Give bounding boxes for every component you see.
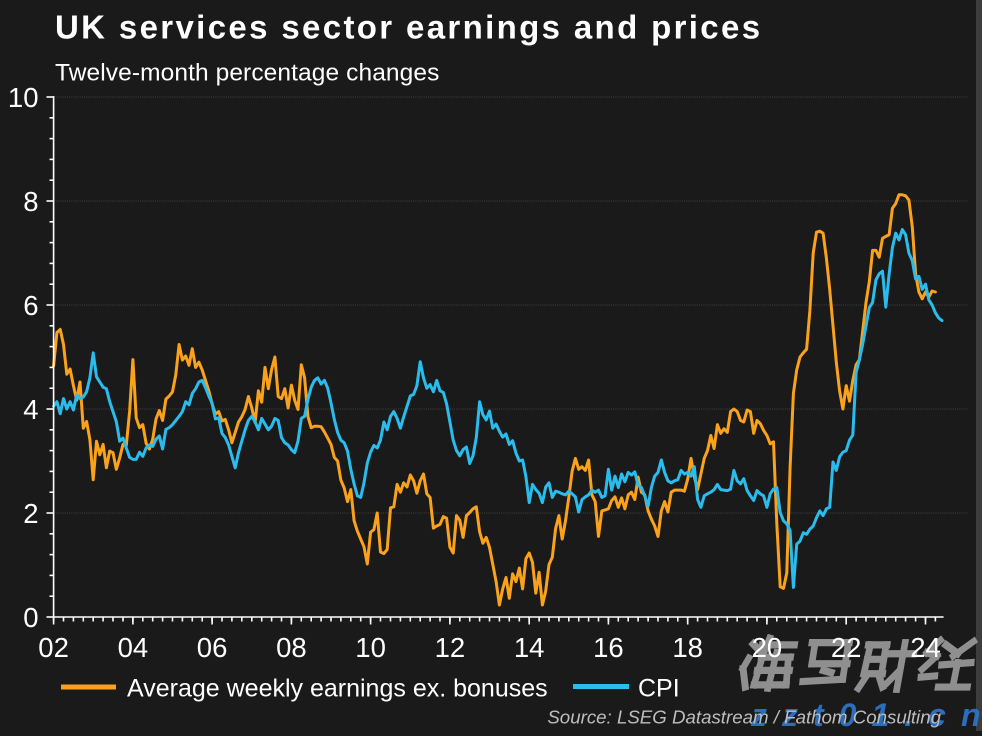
svg-text:Twelve-month percentage change: Twelve-month percentage changes [55, 60, 439, 87]
svg-text:2: 2 [23, 498, 38, 529]
svg-text:UK services sector earnings an: UK services sector earnings and prices [55, 9, 762, 46]
svg-text:08: 08 [276, 632, 307, 663]
svg-text:10: 10 [8, 82, 39, 113]
svg-text:12: 12 [435, 632, 466, 663]
svg-text:10: 10 [355, 632, 386, 663]
svg-text:04: 04 [118, 632, 149, 663]
svg-text:02: 02 [38, 632, 69, 663]
svg-text:CPI: CPI [638, 675, 680, 703]
svg-text:Source: LSEG Datastream / Fath: Source: LSEG Datastream / Fathom Consult… [547, 707, 941, 728]
svg-text:18: 18 [672, 632, 703, 663]
svg-text:Average weekly earnings ex. bo: Average weekly earnings ex. bonuses [127, 675, 548, 703]
svg-text:8: 8 [23, 186, 38, 217]
svg-text:06: 06 [197, 632, 228, 663]
svg-text:4: 4 [23, 394, 38, 425]
svg-text:22: 22 [831, 632, 862, 663]
svg-text:zzt01.cn: zzt01.cn [750, 697, 982, 731]
svg-text:24: 24 [910, 632, 941, 663]
svg-text:6: 6 [23, 290, 38, 321]
svg-text:0: 0 [23, 602, 38, 633]
svg-text:16: 16 [593, 632, 624, 663]
svg-text:20: 20 [752, 632, 783, 663]
svg-text:14: 14 [514, 632, 545, 663]
